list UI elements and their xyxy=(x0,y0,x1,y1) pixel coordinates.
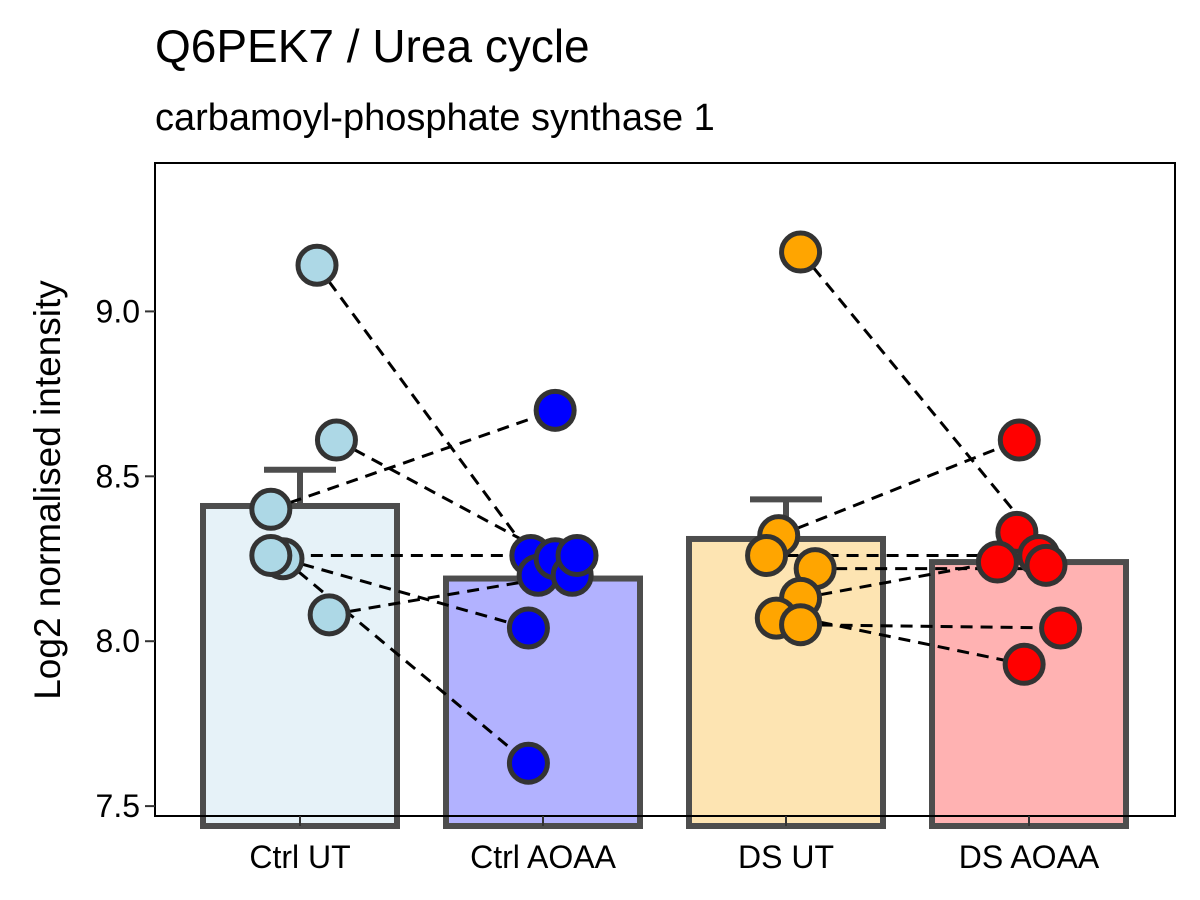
bar-3 xyxy=(929,559,1129,829)
y-axis: 7.5 8.0 8.5 9.0 xyxy=(96,293,155,824)
bar-2 xyxy=(686,535,886,830)
data-point-21 xyxy=(997,418,1041,462)
y-tick-label-2: 8.5 xyxy=(96,458,140,494)
data-point-26 xyxy=(1039,606,1083,650)
y-axis-title: Log2 normalised intensity xyxy=(27,280,68,700)
paired-line-5 xyxy=(282,557,530,765)
x-tick-label-0: Ctrl UT xyxy=(249,839,350,875)
data-point-17 xyxy=(745,533,789,577)
y-tick-label-0: 7.5 xyxy=(96,788,140,824)
paired-line-11 xyxy=(800,560,998,600)
data-point-25 xyxy=(1024,543,1068,587)
paired-line-2 xyxy=(270,408,556,511)
y-tick-label-1: 8.0 xyxy=(96,623,140,659)
x-axis: Ctrl UT Ctrl AOAA DS UT DS AOAA xyxy=(249,816,1100,875)
x-tick-label-2: DS UT xyxy=(738,839,834,875)
data-point-5 xyxy=(307,593,351,637)
data-point-11 xyxy=(555,533,599,577)
data-point-4 xyxy=(249,533,293,577)
data-point-27 xyxy=(1002,642,1046,686)
paired-line-12 xyxy=(800,623,1061,630)
data-point-23 xyxy=(975,540,1019,584)
data-point-6 xyxy=(533,388,577,432)
paired-line-4 xyxy=(282,557,529,630)
data-point-14 xyxy=(779,230,823,274)
data-point-2 xyxy=(249,487,293,531)
paired-line-8 xyxy=(778,438,1020,538)
x-tick-label-1: Ctrl AOAA xyxy=(470,839,616,875)
panel-border xyxy=(154,162,1176,817)
chart-subtitle: carbamoyl-phosphate synthase 1 xyxy=(155,97,715,139)
data-point-12 xyxy=(506,606,550,650)
data-point-20 xyxy=(779,603,823,647)
y-tick-label-3: 9.0 xyxy=(96,293,140,329)
data-point-1 xyxy=(314,418,358,462)
paired-line-7 xyxy=(799,251,1055,560)
chart-title: Q6PEK7 / Urea cycle xyxy=(155,20,590,72)
points-layer xyxy=(249,230,1083,785)
data-point-0 xyxy=(295,243,339,287)
paired-line-0 xyxy=(315,264,533,557)
data-point-13 xyxy=(506,741,550,785)
x-tick-label-3: DS AOAA xyxy=(959,839,1100,875)
paired-line-13 xyxy=(800,616,1025,666)
paired-lines-layer xyxy=(270,251,1061,765)
